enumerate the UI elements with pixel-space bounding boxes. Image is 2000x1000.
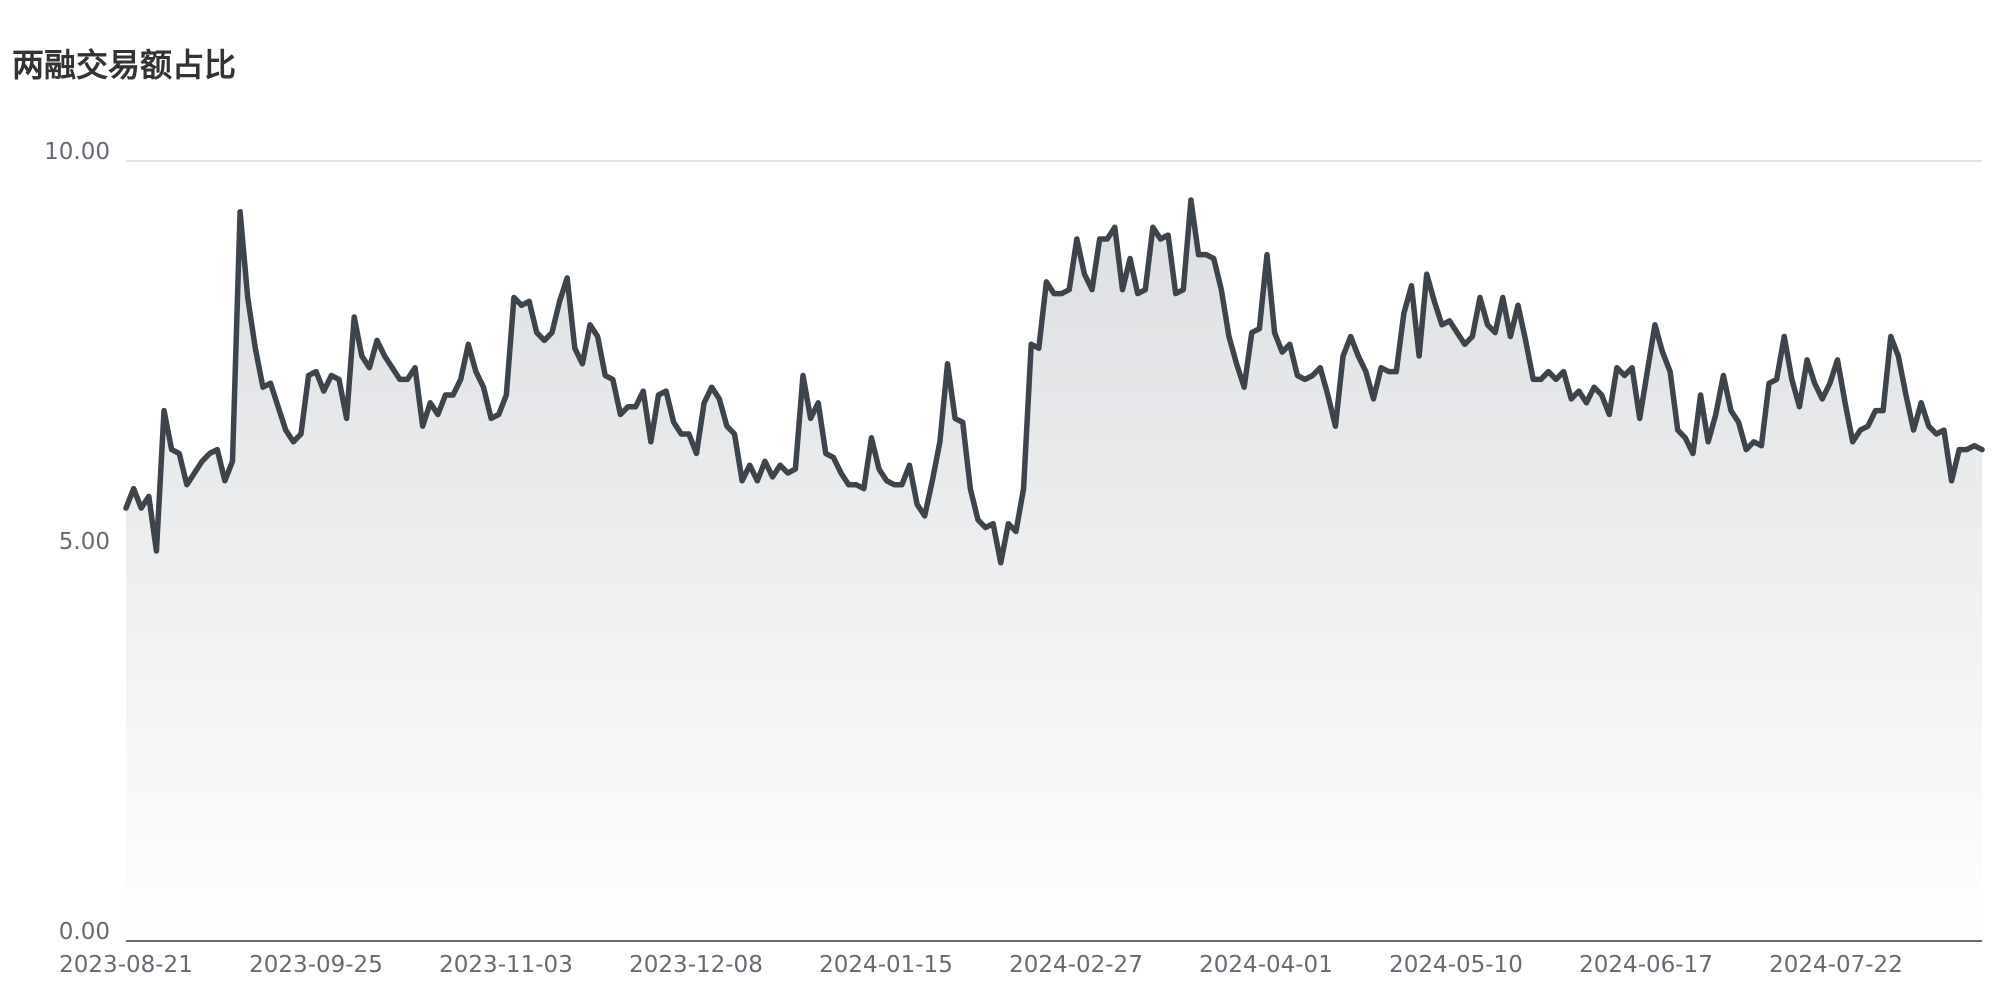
- x-axis-tick-labels: 2023-08-21 2023-09-25 2023-11-03 2023-12-08…: [59, 952, 1903, 978]
- series-line: [123, 197, 1985, 566]
- y-tick-label: 10.00: [44, 139, 110, 165]
- y-axis-tick-labels: 0.00 5.00 10.00: [44, 139, 110, 945]
- chart-title: 两融交易额占比: [12, 46, 237, 84]
- y-tick-label: 0.00: [59, 919, 110, 945]
- area-fill-layer: [126, 200, 1982, 941]
- series-area: [126, 200, 1982, 941]
- series-line-layer: [123, 197, 1985, 566]
- x-tick-label: 2023-08-21: [59, 952, 193, 978]
- x-tick-label: 2023-12-08: [629, 952, 763, 978]
- x-tick-label: 2023-09-25: [249, 952, 383, 978]
- x-tick-label: 2024-05-10: [1389, 952, 1523, 978]
- y-tick-label: 5.00: [59, 529, 110, 555]
- x-tick-label: 2024-01-15: [819, 952, 953, 978]
- x-tick-label: 2024-06-17: [1579, 952, 1713, 978]
- x-tick-label: 2024-07-22: [1769, 952, 1903, 978]
- x-tick-label: 2024-02-27: [1009, 952, 1143, 978]
- x-tick-label: 2024-04-01: [1199, 952, 1333, 978]
- x-tick-label: 2023-11-03: [439, 952, 573, 978]
